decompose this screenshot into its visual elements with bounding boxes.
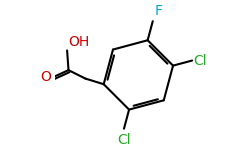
Text: F: F	[154, 4, 162, 18]
Text: OH: OH	[68, 35, 90, 49]
Text: O: O	[40, 70, 51, 84]
Text: Cl: Cl	[194, 54, 207, 68]
Text: Cl: Cl	[117, 133, 131, 147]
